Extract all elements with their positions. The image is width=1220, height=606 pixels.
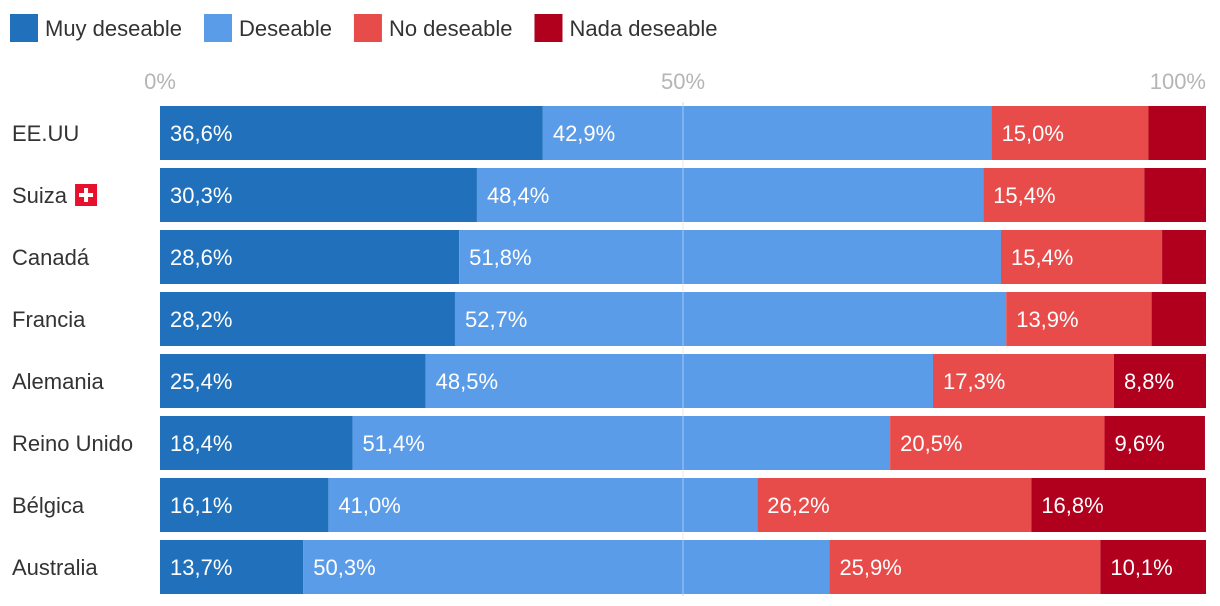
bar-alemania-muy-deseable[interactable] [160,354,426,408]
legend: Muy deseable Deseable No deseable Nada dese… [10,14,718,42]
category-label-francia: Francia [12,307,86,332]
data-label: 50,3% [313,555,375,580]
legend-label-no-deseable: No deseable [389,16,513,41]
data-label: 18,4% [170,431,232,456]
category-label-ee-uu: EE.UU [12,121,79,146]
bar-australia-muy-deseable[interactable] [160,540,304,594]
data-label: 28,6% [170,245,232,270]
bar-ee-uu-nada-deseable[interactable] [1148,106,1206,160]
legend-swatch-nada-deseable [534,14,563,42]
category-labels: EE.UU Suiza Canadá Francia Alemania Reino Uni… [12,121,133,580]
bar-alemania-nada-deseable[interactable] [1113,354,1206,408]
data-label: 36,6% [170,121,232,146]
bar-reino-unido-muy-deseable[interactable] [160,416,353,470]
data-label: 20,5% [900,431,962,456]
bar-belgica-no-deseable[interactable] [757,478,1032,532]
legend-swatch-muy-deseable [10,14,38,42]
swiss-flag-icon [75,184,98,206]
bar-alemania-no-deseable[interactable] [932,354,1114,408]
data-label: 13,7% [170,555,232,580]
bar-ee-uu-deseable[interactable] [542,106,992,160]
bar-reino-unido-nada-deseable[interactable] [1104,416,1205,470]
legend-label-nada-deseable: Nada deseable [569,16,717,41]
bar-reino-unido-deseable[interactable] [352,416,891,470]
data-label: 15,4% [1011,245,1073,270]
bar-canada-deseable[interactable] [459,230,1001,284]
x-tick-label: 0% [144,69,176,94]
legend-label-muy-deseable: Muy deseable [45,16,182,41]
legend-item-muy-deseable[interactable]: Muy deseable [10,14,182,42]
data-label: 10,1% [1110,555,1172,580]
bar-francia-muy-deseable[interactable] [160,292,455,346]
bar-suiza-no-deseable[interactable] [983,168,1145,222]
bar-canada-muy-deseable[interactable] [160,230,460,284]
data-label: 16,8% [1041,493,1103,518]
category-label-canada: Canadá [12,245,90,270]
data-label: 41,0% [338,493,400,518]
data-label: 28,2% [170,307,232,332]
data-label: 13,9% [1016,307,1078,332]
x-tick-label: 50% [661,69,705,94]
bar-alemania-deseable[interactable] [425,354,933,408]
legend-item-no-deseable[interactable]: No deseable [353,14,513,42]
data-label: 51,4% [362,431,424,456]
data-label: 8,8% [1124,369,1174,394]
bar-canada-nada-deseable[interactable] [1162,230,1206,284]
bar-belgica-nada-deseable[interactable] [1031,478,1206,532]
data-label: 17,3% [943,369,1005,394]
bar-ee-uu-no-deseable[interactable] [991,106,1149,160]
category-label-belgica: Bélgica [12,493,85,518]
data-label: 48,4% [487,183,549,208]
bar-labels: 36,6% 42,9% 15,0% 30,3% 48,4% 15,4% 28,6% 51,8%… [170,121,1174,580]
bar-canada-no-deseable[interactable] [1000,230,1163,284]
data-label: 51,8% [469,245,531,270]
bar-suiza-deseable[interactable] [476,168,984,222]
bar-reino-unido-no-deseable[interactable] [890,416,1105,470]
bar-francia-no-deseable[interactable] [1006,292,1152,346]
data-label: 9,6% [1115,431,1165,456]
x-tick-label: 100% [1150,69,1206,94]
category-label-australia: Australia [12,555,98,580]
bar-francia-nada-deseable[interactable] [1151,292,1206,346]
data-label: 16,1% [170,493,232,518]
data-label: 25,4% [170,369,232,394]
data-label: 48,5% [436,369,498,394]
category-label-suiza: Suiza [12,183,68,208]
bar-australia-no-deseable[interactable] [829,540,1101,594]
x-axis: 0% 50% 100% [144,69,1206,94]
data-label: 30,3% [170,183,232,208]
legend-item-deseable[interactable]: Deseable [203,14,332,42]
data-label: 26,2% [767,493,829,518]
bar-belgica-deseable[interactable] [328,478,758,532]
legend-label-deseable: Deseable [239,16,332,41]
bar-belgica-muy-deseable[interactable] [160,478,329,532]
bar-australia-deseable[interactable] [303,540,830,594]
bar-suiza-nada-deseable[interactable] [1144,168,1206,222]
data-label: 25,9% [839,555,901,580]
legend-swatch-deseable [203,14,232,42]
legend-item-nada-deseable[interactable]: Nada deseable [534,14,718,42]
data-label: 42,9% [553,121,615,146]
data-label: 15,4% [993,183,1055,208]
category-label-reino-unido: Reino Unido [12,431,133,456]
bar-suiza-muy-deseable[interactable] [160,168,477,222]
data-label: 15,0% [1002,121,1064,146]
bars [160,106,1206,594]
data-label: 52,7% [465,307,527,332]
bar-ee-uu-muy-deseable[interactable] [160,106,543,160]
category-label-alemania: Alemania [12,369,104,394]
bar-francia-deseable[interactable] [454,292,1007,346]
legend-swatch-no-deseable [353,14,382,42]
bar-australia-nada-deseable[interactable] [1100,540,1206,594]
